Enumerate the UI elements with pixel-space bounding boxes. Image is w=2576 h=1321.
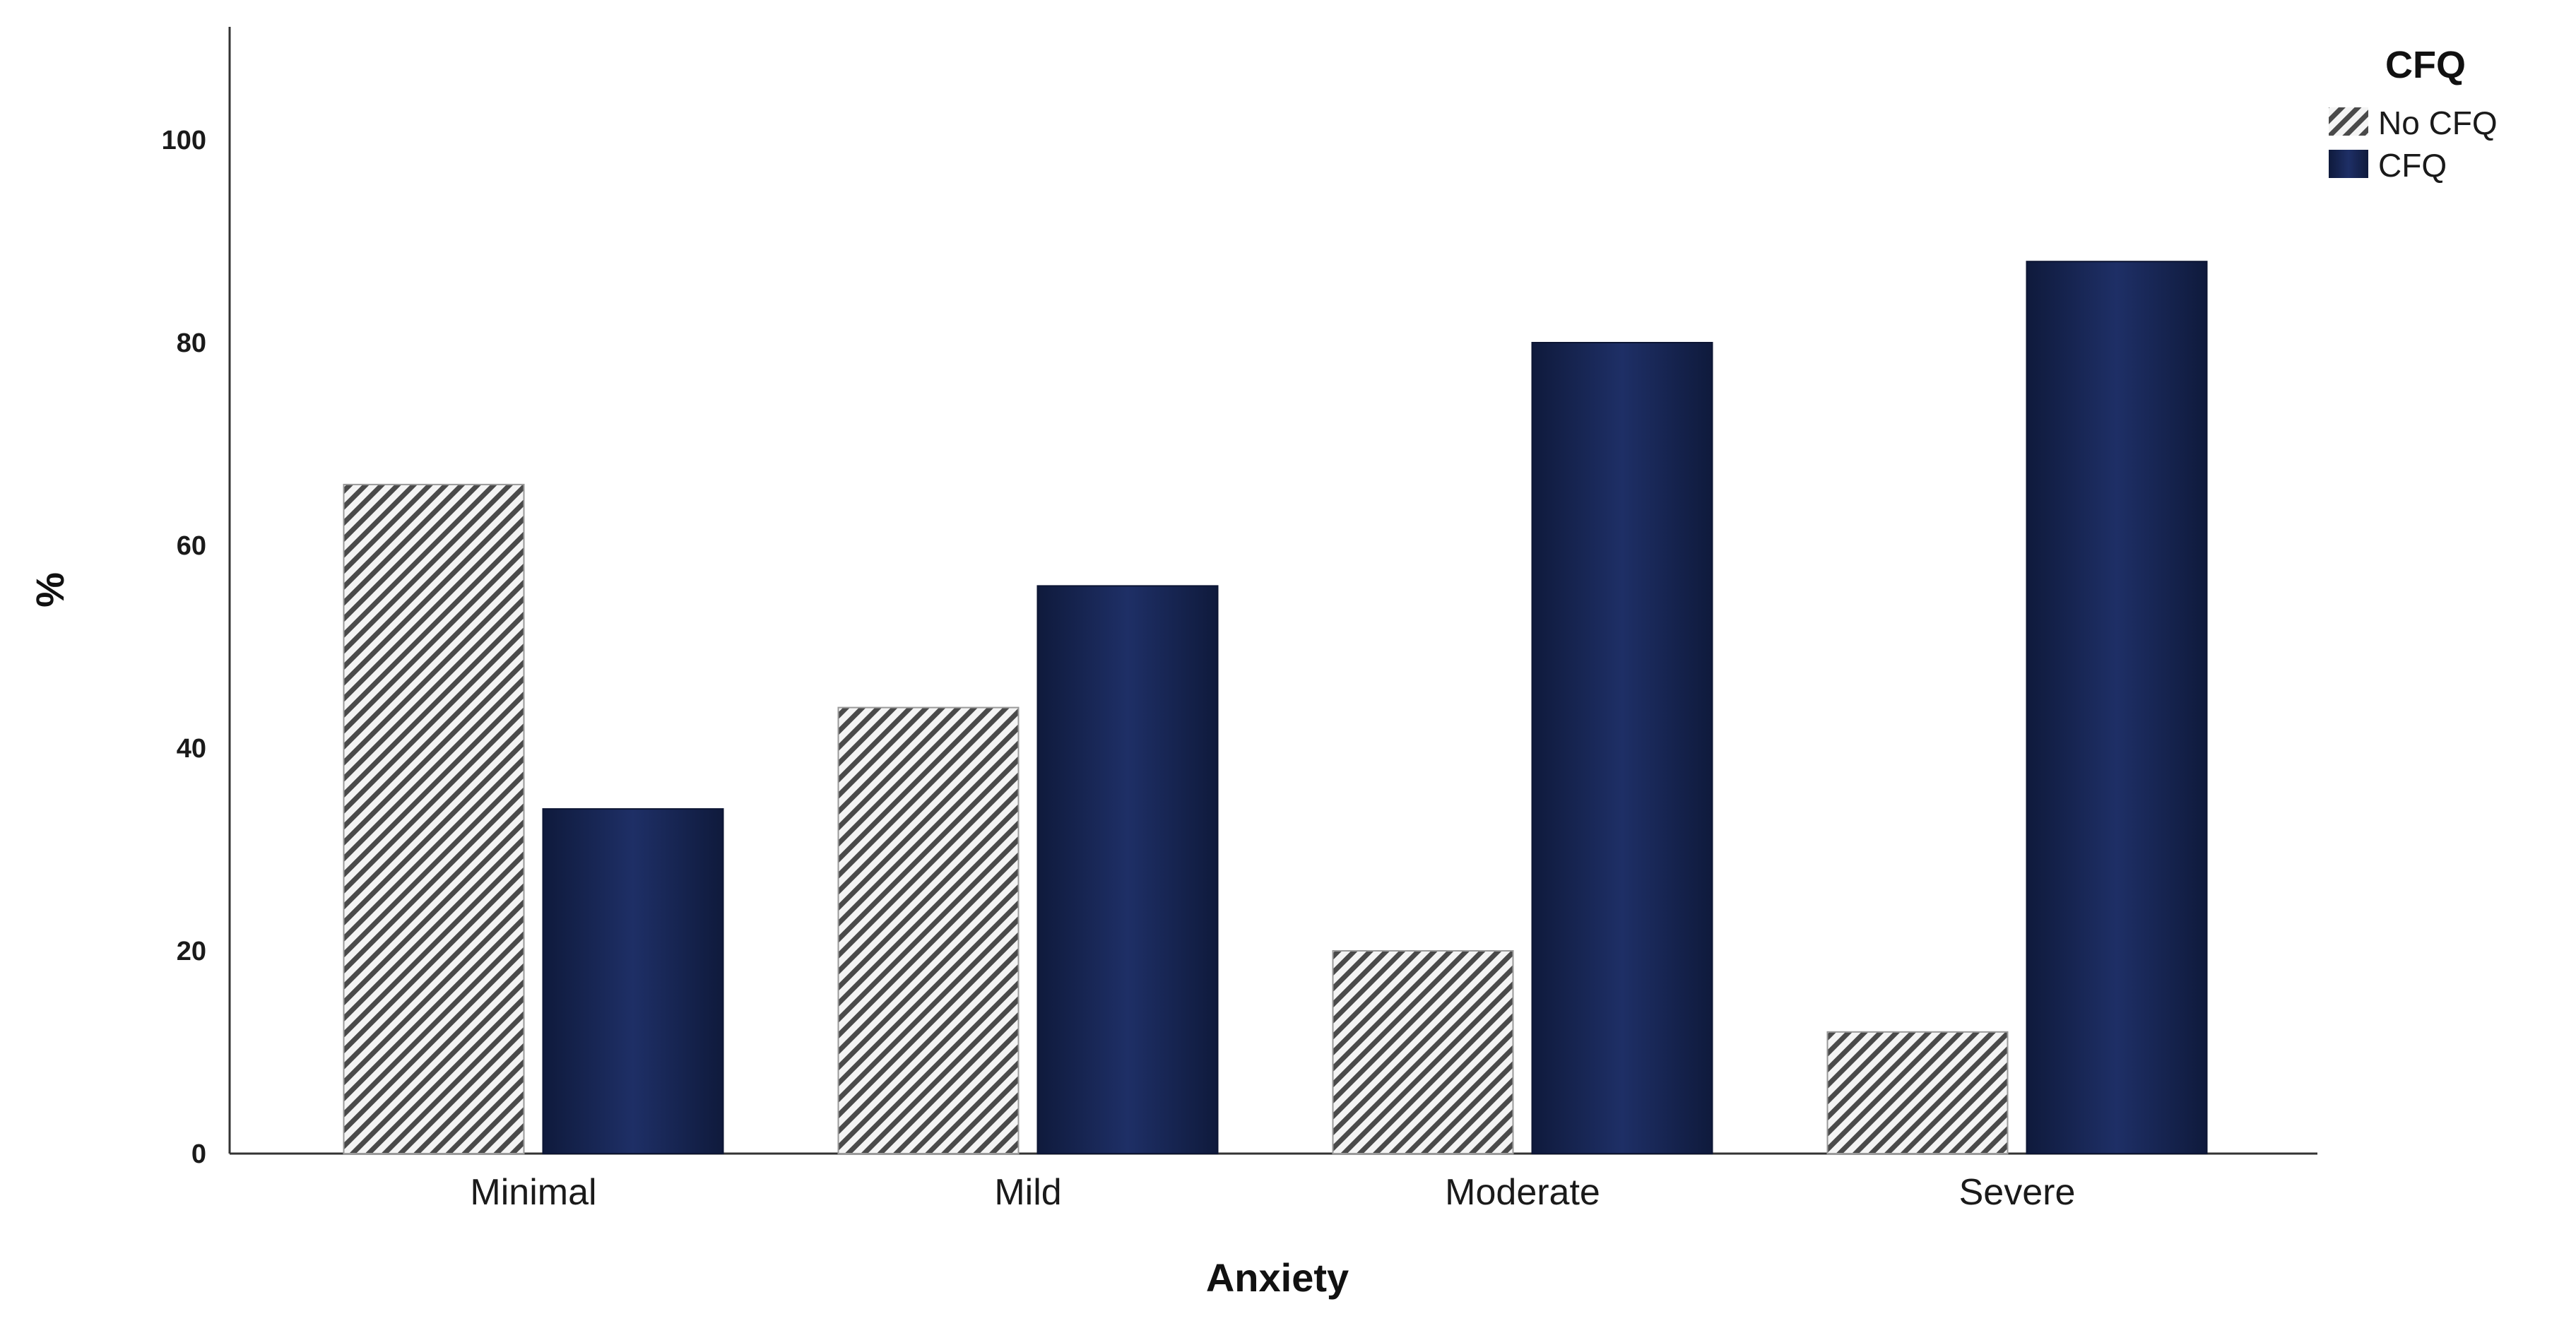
x-tick-label: Mild [994,1172,1061,1213]
legend-title: CFQ [2385,44,2466,86]
bar-no-cfq-severe [1826,1031,2009,1155]
x-tick-label: Minimal [470,1172,596,1213]
y-axis-title: % [28,572,72,608]
y-tick-label: 80 [177,328,206,358]
y-tick-label: 100 [162,126,206,155]
bars [343,261,2208,1155]
bar-cfq-severe [2026,261,2208,1155]
x-tick-label: Severe [1959,1172,2076,1213]
x-axis-title: Anxiety [1206,1255,1349,1300]
bar-no-cfq-minimal [343,483,525,1154]
bar-cfq-moderate [1531,342,1713,1154]
legend: CFQ No CFQ CFQ [2329,44,2498,184]
y-axis: 0 20 40 60 80 100 [162,27,231,1169]
bar-cfq-minimal [542,808,724,1154]
bar-no-cfq-moderate [1332,950,1514,1154]
x-tick-label: Moderate [1445,1172,1600,1213]
bar-no-cfq-mild [837,706,1020,1154]
legend-label-cfq: CFQ [2378,147,2447,184]
legend-swatch-no-cfq [2329,107,2368,136]
y-tick-label: 60 [177,531,206,561]
y-tick-label: 20 [177,937,206,966]
y-tick-label: 0 [191,1139,206,1169]
y-tick-label: 40 [177,734,206,764]
legend-swatch-cfq [2329,150,2368,178]
legend-label-no-cfq: No CFQ [2378,105,2498,141]
bar-cfq-mild [1036,585,1219,1154]
x-axis: Minimal Mild Moderate Severe [230,1152,2317,1213]
